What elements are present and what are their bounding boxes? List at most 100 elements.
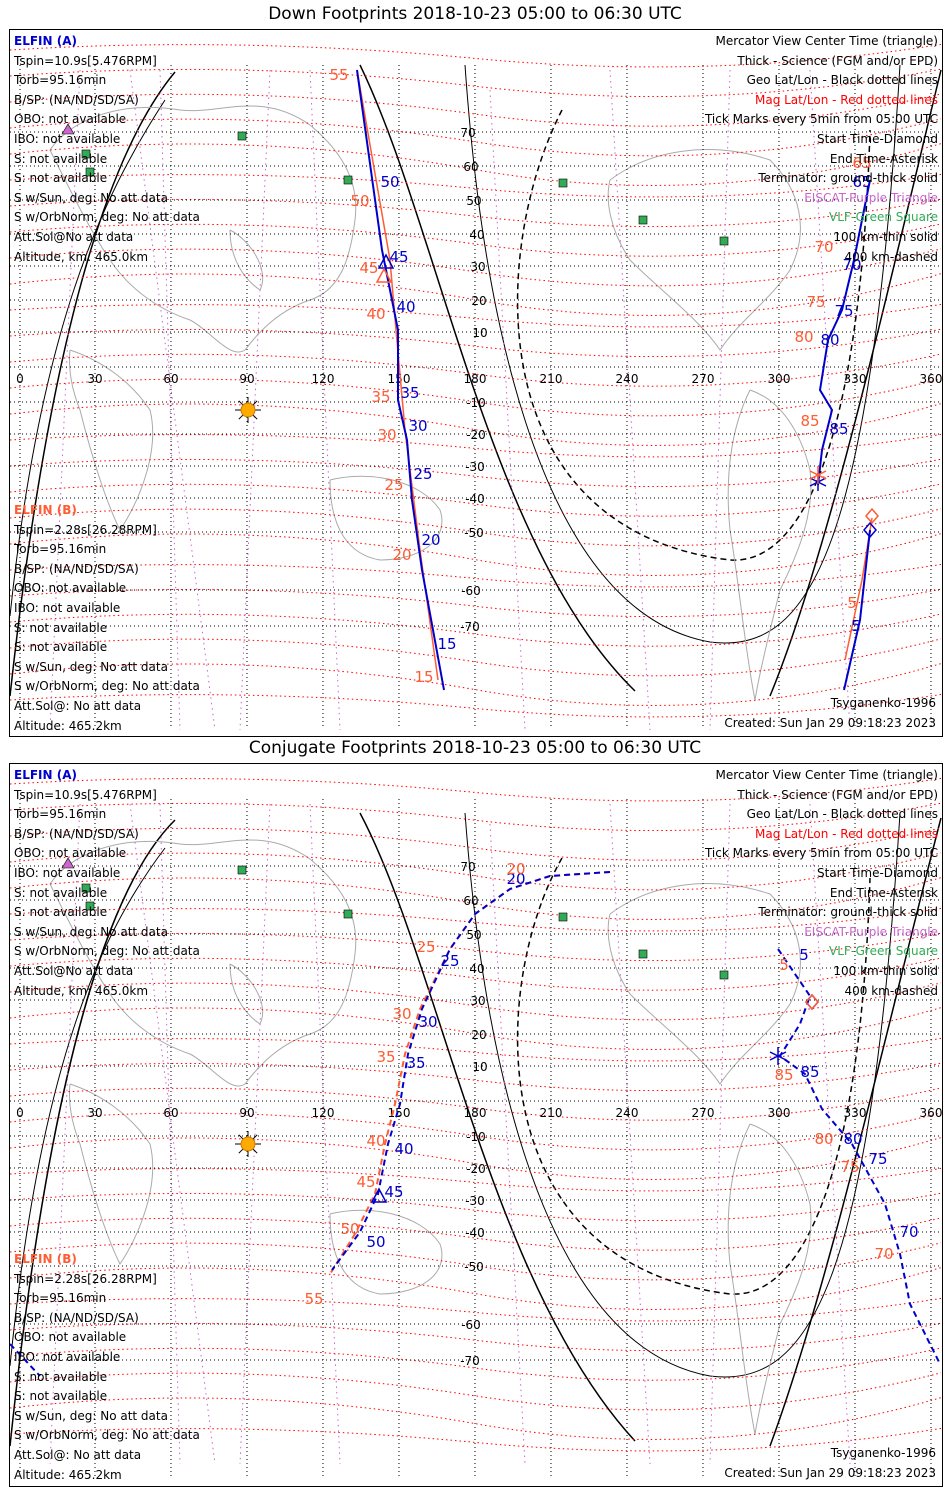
tick-label-b: 5 (779, 956, 789, 974)
legend-item: Terminator: ground-thick solid (758, 905, 938, 920)
lat-label: -10 (466, 1130, 486, 1144)
mag-lon-line (129, 69, 216, 731)
tick-label-b: 45 (356, 1173, 375, 1191)
lat-label: -60 (461, 584, 481, 598)
mag-lon-line (239, 803, 271, 1465)
lon-label: 360 (920, 372, 942, 386)
coastline (229, 963, 264, 1025)
lon-label: 90 (239, 1106, 254, 1120)
lat-label: 20 (471, 1028, 486, 1042)
coastline (229, 229, 264, 291)
tick-label-a: 20 (421, 531, 440, 549)
elfin-b-line: Torb=95.16min (14, 542, 107, 557)
legend-item: Mercator View Center Time (triangle) (715, 768, 938, 782)
legend: Mercator View Center Time (triangle) Thi… (705, 766, 938, 1001)
tick-label-a: 30 (418, 1013, 437, 1031)
terminator-100km (464, 64, 901, 644)
legend-item: VLF-Green Square (829, 210, 938, 225)
elfin-b-header: ELFIN (B) (14, 1252, 77, 1266)
vlf-station-square (638, 215, 648, 225)
elfin-a-info: ELFIN (A) Tspin=10.9s[5.476RPM] Torb=95.… (14, 32, 200, 267)
coastline (69, 349, 154, 531)
elfin-a-track (777, 948, 941, 1365)
terminator-100km (10, 99, 166, 617)
elfin-b-line: Att.Sol@: No att data (14, 1447, 142, 1462)
lat-label: -30 (465, 460, 485, 474)
lon-label: 270 (692, 1106, 715, 1120)
lat-label: 20 (471, 294, 486, 308)
coastline (49, 105, 357, 353)
mag-lon-line (239, 69, 271, 731)
vlf-station-square (85, 901, 95, 911)
elfin-b-line: Tspin=2.28s[26.28RPM] (14, 1271, 157, 1286)
tick-label-a: 20 (506, 870, 525, 888)
lon-label: 120 (312, 372, 335, 386)
tick-label-a: 70 (899, 1223, 918, 1241)
terminator-100km (464, 812, 901, 1378)
tick-label-b: 75 (840, 1158, 859, 1176)
lon-label: 180 (464, 372, 487, 386)
terminator-ground (769, 69, 942, 697)
lat-label: -20 (466, 428, 486, 442)
lat-label: -30 (465, 1194, 485, 1208)
tick-label-a: 70 (842, 256, 861, 274)
lat-label: 10 (472, 326, 487, 340)
lon-label: 60 (163, 1106, 178, 1120)
legend-item: Tick Marks every 5min from 05:00 UTC (704, 846, 938, 861)
elfin-a-line: Altitude, km: 465.0km (14, 249, 149, 264)
elfin-b-line: S: not available (14, 640, 108, 655)
elfin-a-line: S: not available (14, 885, 108, 900)
tick-label-b: 15 (414, 668, 433, 686)
legend-item: Start Time-Diamond (816, 865, 938, 880)
legend-item: 100 km-thin solid (833, 229, 938, 244)
tick-label-a: 5 (799, 946, 809, 964)
elfin-a-track (356, 69, 445, 691)
tick-label-a: 80 (843, 1130, 862, 1148)
legend-item: Mag Lat/Lon - Red dotted lines (754, 826, 938, 841)
lat-label: -60 (461, 1318, 481, 1332)
tick-label-b: 80 (814, 1130, 833, 1148)
elfin-a-line: S w/Sun, deg: No att data (14, 924, 168, 939)
lat-label: 70 (460, 126, 475, 140)
lon-label: 90 (239, 372, 254, 386)
vlf-station-square (719, 236, 729, 246)
elfin-a-line: OBO: not available (14, 112, 127, 127)
tick-label-b: 50 (350, 192, 369, 210)
eiscat-triangle (61, 123, 75, 135)
tick-label-a: 50 (380, 173, 399, 191)
elfin-b-header: ELFIN (B) (14, 503, 77, 517)
lat-label: -10 (466, 396, 486, 410)
legend-item: 100 km-thin solid (833, 963, 938, 978)
elfin-b-track (844, 517, 873, 661)
tick-label-b: 50 (340, 1220, 359, 1238)
elfin-a-track (10, 1343, 41, 1377)
view-center-triangle (377, 253, 395, 269)
lat-label: 40 (469, 962, 484, 976)
lon-label: 120 (312, 1106, 335, 1120)
legend-item: Mercator View Center Time (triangle) (715, 34, 938, 48)
tick-label-b: 85 (774, 1066, 793, 1084)
elfin-a-line: Torb=95.16min (14, 73, 107, 88)
created-label: Created: Sun Jan 29 09:18:23 2023 (724, 716, 936, 730)
vlf-station-square (343, 909, 353, 919)
map-canvas: 0 30 60 90 120 150 180 210 240 270 300 330 360 70 60 50… (10, 777, 942, 1476)
tick-label-b: 35 (371, 388, 390, 406)
tick-label-a: 85 (829, 420, 848, 438)
vlf-station-square (237, 131, 247, 141)
lat-label: 30 (470, 994, 485, 1008)
mag-lon-line (129, 803, 216, 1465)
elfin-b-line: OBO: not available (14, 581, 127, 596)
tick-label-a: 35 (406, 1054, 425, 1072)
tick-label-b: 70 (874, 1245, 893, 1263)
tick-label-a: 65 (852, 173, 871, 191)
lon-label: 0 (16, 1106, 24, 1120)
tick-label-a: 25 (440, 952, 459, 970)
tick-label-b: 35 (376, 1048, 395, 1066)
tick-label-b: 55 (329, 66, 348, 84)
tick-label-b: 5 (847, 594, 857, 612)
legend-item: Mag Lat/Lon - Red dotted lines (754, 92, 938, 107)
elfin-b-info: ELFIN (B) Tspin=2.28s[26.28RPM] Torb=95.… (14, 501, 200, 736)
conjugate-footprints-panel: 0 30 60 90 120 150 180 210 240 270 300 330 360 70 60 50… (9, 763, 943, 1487)
legend-item: EISCAT-Purple Triangle (804, 190, 938, 205)
elfin-a-line: IBO: not available (14, 865, 121, 880)
